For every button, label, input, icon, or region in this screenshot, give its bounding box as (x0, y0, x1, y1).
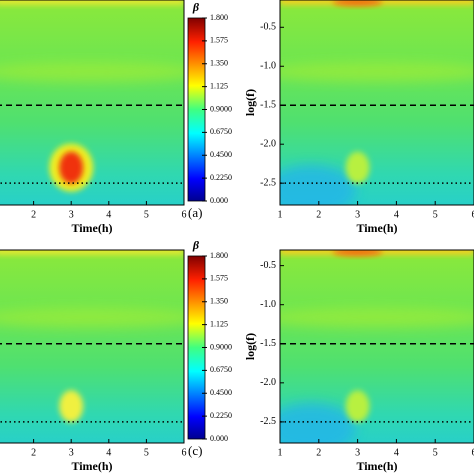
plot-frame (279, 0, 474, 206)
heatmap-panel: 1 2 3 4 5 6 Time(h) -0.5 -1.0 -1.5 -2.0 -2.5 log(f) (243, 249, 474, 473)
y-tick-label: -2.0 (260, 138, 276, 149)
field-top (0, 0, 184, 5)
x-tick-label: 1 (278, 447, 283, 458)
plot-frame (0, 249, 185, 444)
hotspot (345, 151, 370, 184)
x-axis-label: Time(h) (71, 459, 112, 473)
colorbar-tick-label: 0.2250 (210, 173, 232, 182)
x-tick-label: 6 (472, 209, 474, 220)
x-tick-label: 3 (355, 209, 360, 220)
colorbar-tick-label: 0.4500 (210, 150, 232, 159)
colorbar-tick-label: 1.800 (210, 251, 228, 260)
x-tick-label: 6 (472, 447, 474, 458)
colorbar-tick-label: 0.000 (210, 434, 228, 443)
x-tick-label: 4 (106, 209, 111, 220)
field-band (280, 307, 474, 328)
colorbar-tick-label: 0.000 (210, 196, 228, 205)
x-axis-label: Time(h) (356, 459, 397, 473)
colorbar-tick-label: 1.800 (210, 13, 228, 22)
field (280, 0, 474, 205)
field-band (0, 61, 184, 82)
panel-label: (c) (188, 443, 202, 458)
colorbar-tick-label: 0.6750 (210, 365, 232, 374)
field-top-spot (332, 250, 383, 256)
field (0, 0, 184, 205)
colorbar-tick-label: 0.9000 (210, 104, 232, 113)
x-tick-label: 1 (278, 209, 283, 220)
colorbar-tick-label: 1.575 (210, 36, 228, 45)
y-tick-label: -0.5 (260, 260, 276, 271)
colorbar-title: β (192, 238, 200, 252)
x-tick-label: 6 (182, 447, 187, 458)
hotspot (345, 390, 370, 423)
field-top-spot (332, 0, 383, 6)
field-top (0, 250, 184, 255)
colorbar-tick-label: 0.6750 (210, 127, 232, 136)
x-tick-label: 5 (433, 209, 438, 220)
field (280, 250, 474, 443)
y-tick-label: -2.5 (260, 416, 276, 427)
y-tick-label: -1.0 (260, 61, 276, 72)
hotspot (59, 151, 84, 184)
y-tick-label: -1.0 (260, 299, 276, 310)
colorbar-title: β (192, 0, 200, 14)
colorbar-tick-label: 0.9000 (210, 342, 232, 351)
field-base (0, 250, 184, 443)
x-tick-label: 4 (394, 447, 399, 458)
plot-frame (279, 249, 474, 444)
x-tick-label: 4 (106, 447, 111, 458)
y-tick-label: -2.0 (260, 377, 276, 388)
y-tick-label: -2.5 (260, 177, 276, 188)
x-tick-label: 5 (433, 447, 438, 458)
heatmap-panel: 1 2 3 4 5 6 Time(h) -0.5 -1.0 -1.5 -2.0 -2.5 log(f) (243, 0, 474, 235)
field-band (0, 307, 184, 328)
y-axis-label: log(f) (243, 89, 257, 116)
x-tick-label: 2 (31, 209, 36, 220)
y-tick-label: -0.5 (260, 22, 276, 33)
colorbar-tick-label: 1.125 (210, 319, 228, 328)
x-tick-label: 2 (31, 447, 36, 458)
plot-frame (0, 0, 185, 206)
field-low (280, 403, 357, 443)
colorbar-tick-label: 1.125 (210, 81, 228, 90)
field-band (280, 61, 474, 82)
heatmap-panel: 2 3 4 5 6 Time(h) 1.800 1.575 1.350 1.125 0.9000 0.… (0, 0, 232, 235)
panel-label: (a) (188, 205, 202, 220)
y-tick-label: -1.5 (260, 338, 276, 349)
field-low (280, 165, 357, 205)
colorbar-tick-label: 0.2250 (210, 411, 232, 420)
x-axis-label: Time(h) (71, 221, 112, 235)
heatmap-panel: 2 3 4 5 6 Time(h) 1.800 1.575 1.350 1.125 0.9000 0.… (0, 238, 232, 473)
x-tick-label: 2 (316, 209, 321, 220)
colorbar-tick-label: 1.575 (210, 274, 228, 283)
y-axis-label: log(f) (243, 333, 257, 360)
hotspot (59, 390, 84, 423)
x-tick-label: 3 (355, 447, 360, 458)
x-tick-label: 5 (144, 447, 149, 458)
x-tick-label: 3 (69, 447, 74, 458)
x-tick-label: 4 (394, 209, 399, 220)
x-tick-label: 6 (182, 209, 187, 220)
colorbar-tick-label: 1.350 (210, 59, 228, 68)
colorbar-tick-label: 0.4500 (210, 388, 232, 397)
x-axis-label: Time(h) (356, 221, 397, 235)
field (0, 250, 184, 443)
x-tick-label: 5 (144, 209, 149, 220)
x-tick-label: 2 (316, 447, 321, 458)
x-tick-label: 3 (69, 209, 74, 220)
y-tick-label: -1.5 (260, 100, 276, 111)
colorbar-tick-label: 1.350 (210, 297, 228, 306)
